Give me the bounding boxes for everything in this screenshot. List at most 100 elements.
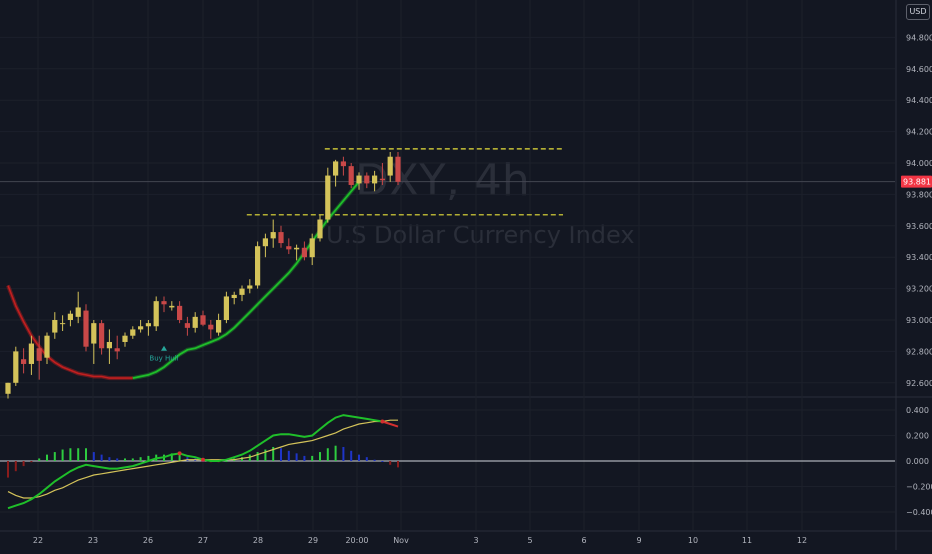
candle-body bbox=[231, 294, 237, 299]
candle-body bbox=[169, 305, 175, 308]
candle bbox=[309, 233, 315, 266]
candle-body bbox=[309, 238, 315, 258]
candle-body bbox=[372, 175, 378, 184]
macd-hist-bar bbox=[124, 458, 126, 461]
axes: 22 23 26 27 28 29 20:00 Nov 3 5 6 9 10 11 12 92.600 92.8… bbox=[33, 33, 932, 545]
candle bbox=[28, 335, 34, 375]
candle-body bbox=[67, 313, 73, 320]
current-price-label: 93.881 bbox=[903, 178, 931, 187]
macd-hist-bar bbox=[116, 458, 119, 461]
candle bbox=[364, 172, 370, 189]
macd-hist-bar bbox=[7, 461, 9, 478]
macd-y-tick-label: 0.000 bbox=[906, 457, 929, 466]
candle-body bbox=[99, 323, 105, 349]
candle bbox=[270, 219, 276, 248]
candle bbox=[231, 291, 237, 305]
candle-body bbox=[60, 323, 66, 325]
macd-hist-bar bbox=[241, 457, 243, 461]
y-tick-label: 93.800 bbox=[906, 190, 932, 199]
y-tick-label: 92.800 bbox=[906, 347, 932, 356]
macd-hist-bar bbox=[30, 461, 33, 463]
candle-body bbox=[130, 329, 136, 336]
macd-pane bbox=[0, 414, 895, 510]
macd-hist-bar bbox=[53, 452, 56, 461]
macd-hist-bar bbox=[248, 454, 251, 461]
candle-body bbox=[247, 285, 253, 289]
macd-hist-bar bbox=[397, 461, 399, 468]
y-tick-label: 93.200 bbox=[906, 285, 932, 294]
macd-hist-bar bbox=[272, 446, 275, 461]
macd-hist-bar bbox=[342, 446, 345, 461]
candle-body bbox=[317, 219, 323, 239]
candle bbox=[200, 310, 206, 327]
candle-body bbox=[239, 288, 245, 295]
candle bbox=[216, 313, 222, 336]
x-tick-label: 28 bbox=[253, 536, 263, 545]
candle bbox=[106, 329, 112, 364]
candle-body bbox=[145, 323, 151, 327]
candle-body bbox=[114, 348, 120, 352]
candle-body bbox=[13, 351, 19, 383]
macd-y-tick-label: 0.400 bbox=[906, 406, 929, 415]
candle bbox=[75, 291, 81, 324]
hull-ma-down-line bbox=[7, 285, 133, 379]
y-tick-label: 92.600 bbox=[906, 379, 932, 388]
macd-hist-bar bbox=[225, 461, 228, 462]
candle-body bbox=[262, 238, 268, 247]
candle bbox=[5, 382, 11, 399]
candle bbox=[99, 320, 105, 355]
candles bbox=[5, 152, 401, 399]
candle-body bbox=[387, 156, 393, 176]
candle bbox=[130, 326, 136, 339]
candle bbox=[161, 296, 167, 313]
macd-y-tick-label: 0.200 bbox=[906, 432, 929, 441]
candle bbox=[262, 233, 268, 258]
macd-hist-bar bbox=[381, 461, 384, 462]
candle-body bbox=[294, 247, 300, 250]
x-tick-label: 20:00 bbox=[345, 536, 368, 545]
macd-hist-bar bbox=[256, 452, 259, 461]
candle-body bbox=[356, 175, 362, 184]
candle bbox=[348, 163, 354, 189]
candle bbox=[247, 279, 253, 294]
candle bbox=[356, 172, 362, 190]
candle-body bbox=[278, 232, 284, 244]
candle bbox=[317, 214, 323, 242]
candle bbox=[21, 348, 27, 374]
candle bbox=[372, 170, 378, 192]
candle bbox=[177, 301, 183, 324]
macd-hist-bar bbox=[280, 448, 282, 461]
macd-hist-bar bbox=[147, 455, 150, 461]
candle bbox=[379, 163, 385, 185]
candle-body bbox=[192, 316, 198, 328]
candle-body bbox=[91, 323, 97, 344]
currency-button[interactable]: USD bbox=[906, 4, 930, 20]
candle bbox=[239, 285, 245, 302]
y-tick-label: 94.400 bbox=[906, 96, 932, 105]
candle bbox=[387, 152, 393, 182]
y-tick-label: 94.000 bbox=[906, 159, 932, 168]
macd-hist-bar bbox=[350, 450, 353, 461]
current-price-badge bbox=[901, 175, 932, 188]
candle bbox=[294, 244, 300, 261]
macd-hist-bar bbox=[38, 458, 41, 461]
macd-cross-dot bbox=[201, 457, 205, 462]
hull-ma-up-line bbox=[132, 181, 360, 379]
x-tick-label: 6 bbox=[581, 536, 586, 545]
candle-body bbox=[138, 326, 144, 330]
x-tick-label: 9 bbox=[636, 536, 641, 545]
candle bbox=[278, 225, 284, 248]
macd-hist-bar bbox=[319, 452, 321, 461]
macd-hist-bar bbox=[22, 461, 25, 467]
x-tick-label: Nov bbox=[393, 536, 409, 545]
candle-body bbox=[301, 247, 307, 258]
candle-body bbox=[395, 156, 401, 182]
macd-hist-bar bbox=[131, 458, 134, 461]
candle bbox=[208, 320, 214, 339]
candle bbox=[91, 320, 97, 364]
candle bbox=[153, 296, 159, 331]
macd-hist-bar bbox=[77, 448, 80, 461]
macd-hist-bar bbox=[334, 445, 337, 461]
